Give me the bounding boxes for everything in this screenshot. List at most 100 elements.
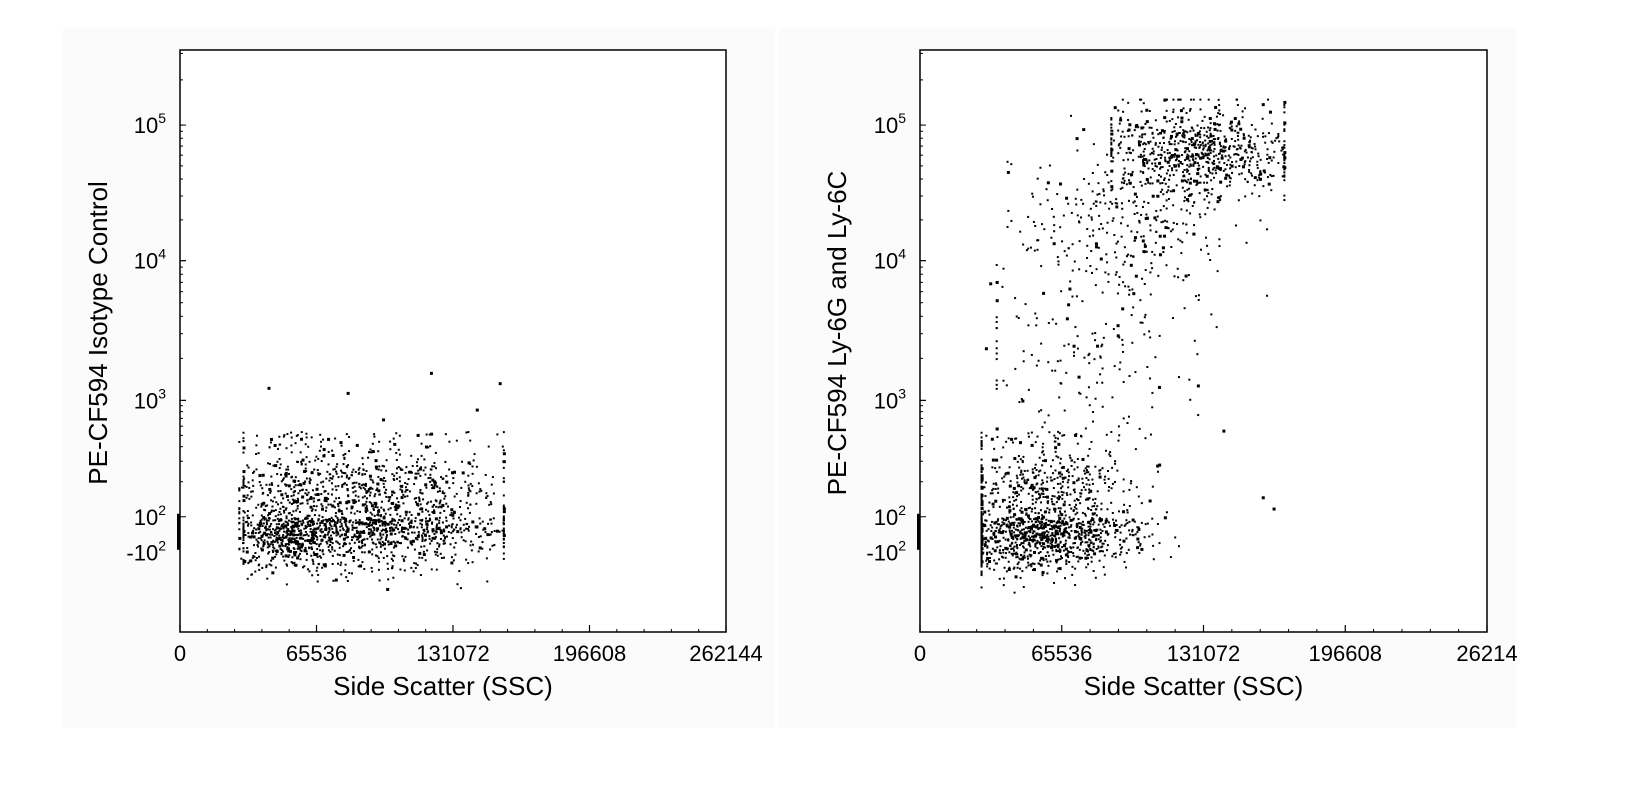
data-point	[257, 503, 260, 506]
data-point	[288, 537, 291, 540]
data-point	[1110, 180, 1113, 183]
data-point	[1063, 517, 1066, 520]
data-point	[1099, 373, 1102, 376]
data-point	[1273, 150, 1276, 153]
data-point	[377, 509, 381, 513]
data-point	[288, 472, 291, 475]
data-point	[997, 487, 1000, 490]
data-point	[397, 507, 400, 510]
data-point	[991, 466, 994, 469]
data-point	[387, 540, 390, 543]
data-point	[1115, 205, 1119, 209]
data-point	[336, 520, 339, 523]
data-point	[995, 347, 998, 350]
data-point	[398, 518, 401, 521]
data-point	[242, 482, 245, 485]
data-point	[1065, 521, 1069, 525]
data-point	[317, 518, 320, 521]
data-point	[365, 470, 368, 473]
data-point	[267, 514, 270, 517]
data-point	[1058, 527, 1061, 530]
data-point	[1099, 469, 1102, 472]
data-point	[1055, 550, 1058, 553]
data-point	[299, 536, 303, 540]
data-point	[278, 529, 281, 532]
data-point	[1163, 516, 1167, 520]
data-point	[369, 478, 372, 481]
data-point	[387, 543, 390, 546]
data-point	[433, 465, 436, 468]
data-point	[378, 440, 381, 443]
data-point	[1026, 557, 1029, 560]
data-point	[1207, 142, 1210, 145]
data-point	[1118, 142, 1121, 145]
data-point	[380, 506, 383, 509]
data-point	[1154, 164, 1157, 167]
data-point	[238, 500, 241, 503]
data-point	[329, 477, 332, 480]
data-point	[1183, 190, 1186, 193]
data-point	[1090, 531, 1093, 534]
data-point	[397, 465, 400, 468]
data-point	[379, 534, 382, 537]
data-point	[1088, 473, 1091, 476]
data-point	[452, 517, 455, 520]
data-point	[377, 521, 380, 524]
data-point	[1264, 141, 1267, 144]
data-point	[382, 533, 385, 536]
data-point	[1088, 528, 1091, 531]
data-point	[1043, 522, 1046, 525]
data-point	[1212, 134, 1215, 137]
data-point	[245, 485, 248, 488]
data-point	[489, 533, 492, 536]
data-point	[394, 541, 397, 544]
data-point	[353, 541, 356, 544]
data-point	[1179, 139, 1182, 142]
data-point	[381, 544, 384, 547]
data-point	[278, 544, 282, 548]
data-point	[1112, 518, 1115, 521]
data-point	[1070, 211, 1073, 214]
data-point	[404, 490, 407, 493]
data-point	[1197, 164, 1200, 167]
data-point	[1043, 421, 1046, 424]
data-point	[367, 488, 370, 491]
data-point	[384, 479, 387, 482]
data-point	[306, 539, 309, 542]
data-point	[1226, 185, 1229, 188]
data-point	[1175, 154, 1179, 158]
data-point	[1094, 497, 1097, 500]
data-point	[980, 526, 983, 529]
data-point	[371, 570, 374, 573]
data-point	[361, 542, 364, 545]
data-point	[1162, 251, 1165, 254]
data-point	[367, 532, 370, 535]
data-point	[1110, 126, 1113, 129]
data-point	[1105, 449, 1108, 452]
data-point	[1121, 546, 1124, 549]
data-point	[438, 487, 441, 490]
data-point	[324, 490, 327, 493]
data-point	[272, 551, 275, 554]
data-point	[986, 546, 989, 549]
data-point	[1103, 526, 1106, 529]
data-point	[389, 542, 392, 545]
data-point	[502, 449, 505, 452]
data-point	[981, 513, 984, 516]
data-point	[1098, 472, 1101, 475]
x-tick-label: 65536	[1031, 641, 1092, 666]
data-point	[328, 527, 331, 530]
data-point	[1009, 531, 1012, 534]
data-point	[1283, 146, 1286, 149]
data-point	[1106, 153, 1109, 156]
data-point	[1086, 465, 1089, 468]
data-point	[254, 552, 257, 555]
data-point	[278, 523, 281, 526]
data-point	[502, 533, 506, 537]
data-point	[416, 526, 419, 529]
data-point	[1172, 111, 1175, 114]
data-point	[247, 522, 250, 525]
data-point	[422, 498, 425, 501]
data-point	[258, 563, 261, 566]
data-point	[980, 486, 984, 490]
